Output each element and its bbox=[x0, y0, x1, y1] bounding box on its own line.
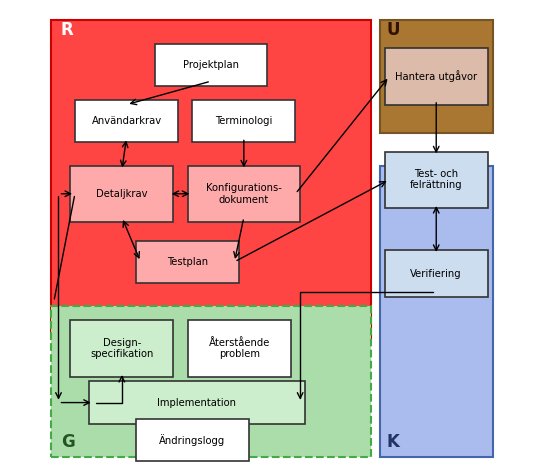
FancyBboxPatch shape bbox=[188, 320, 291, 377]
FancyBboxPatch shape bbox=[154, 43, 267, 86]
Text: Ändringslogg: Ändringslogg bbox=[159, 434, 225, 446]
FancyBboxPatch shape bbox=[70, 320, 174, 377]
FancyBboxPatch shape bbox=[380, 166, 492, 456]
FancyBboxPatch shape bbox=[75, 100, 178, 142]
Text: R: R bbox=[61, 21, 73, 39]
FancyBboxPatch shape bbox=[70, 166, 174, 222]
FancyBboxPatch shape bbox=[89, 381, 305, 424]
FancyBboxPatch shape bbox=[192, 100, 295, 142]
FancyBboxPatch shape bbox=[385, 250, 488, 297]
Text: Implementation: Implementation bbox=[157, 397, 237, 408]
Text: Återstående
problem: Återstående problem bbox=[208, 338, 270, 359]
FancyBboxPatch shape bbox=[136, 419, 249, 461]
Text: Design-
specifikation: Design- specifikation bbox=[90, 338, 153, 359]
Text: G: G bbox=[61, 433, 75, 451]
FancyBboxPatch shape bbox=[385, 152, 488, 208]
Text: Användarkrav: Användarkrav bbox=[91, 116, 162, 126]
FancyBboxPatch shape bbox=[188, 166, 300, 222]
Text: Verifiering: Verifiering bbox=[410, 269, 462, 278]
FancyBboxPatch shape bbox=[52, 306, 370, 456]
FancyBboxPatch shape bbox=[380, 20, 492, 133]
Text: K: K bbox=[387, 433, 400, 451]
Text: Terminologi: Terminologi bbox=[215, 116, 273, 126]
Text: Test- och
felrättning: Test- och felrättning bbox=[410, 169, 462, 191]
Text: Detaljkrav: Detaljkrav bbox=[96, 189, 147, 199]
Text: Testplan: Testplan bbox=[167, 257, 208, 267]
FancyBboxPatch shape bbox=[385, 48, 488, 105]
FancyBboxPatch shape bbox=[52, 20, 370, 339]
Text: Hantera utgåvor: Hantera utgåvor bbox=[395, 70, 477, 83]
Text: Projektplan: Projektplan bbox=[183, 60, 239, 70]
Text: U: U bbox=[387, 21, 400, 39]
FancyBboxPatch shape bbox=[136, 241, 239, 283]
Text: Konfigurations-
dokument: Konfigurations- dokument bbox=[206, 183, 282, 204]
